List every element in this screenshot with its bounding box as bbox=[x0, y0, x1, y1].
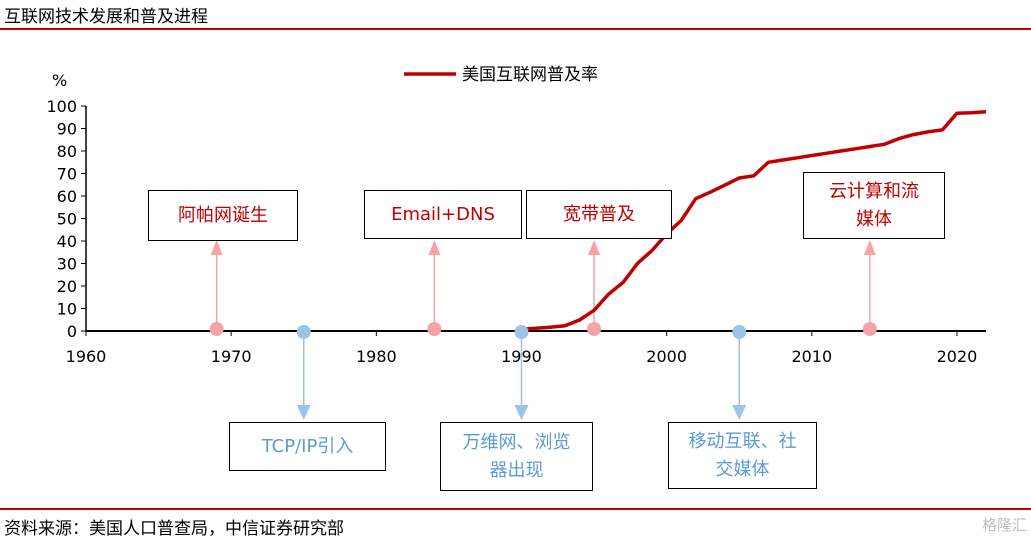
event-marker bbox=[514, 325, 529, 339]
event-marker bbox=[732, 325, 747, 339]
event-arrow-head bbox=[863, 240, 876, 255]
event-label: Email+DNS bbox=[391, 203, 495, 225]
y-tick-label: 100 bbox=[46, 97, 77, 116]
x-tick-label: 2020 bbox=[937, 347, 978, 366]
footer-divider bbox=[0, 508, 1031, 510]
y-tick-label: 70 bbox=[57, 165, 77, 184]
event-label: 万维网、浏览器出现 bbox=[462, 431, 571, 481]
source-note: 资料来源：美国人口普查局，中信证券研究部 bbox=[4, 519, 344, 539]
event-marker bbox=[587, 322, 602, 336]
event-arrow-head bbox=[732, 405, 747, 420]
y-axis-unit: % bbox=[52, 71, 67, 90]
legend: 美国互联网普及率 bbox=[404, 65, 598, 85]
y-tick-label: 60 bbox=[57, 187, 77, 206]
event-arrow-head bbox=[210, 240, 223, 255]
event-marker bbox=[427, 322, 442, 336]
event-marker bbox=[296, 325, 311, 339]
event-label: TCP/IP引入 bbox=[261, 435, 354, 457]
series-line bbox=[521, 110, 987, 331]
event-box-broadband: 宽带普及 bbox=[526, 190, 672, 239]
event-box-mobile: 移动互联、社交媒体 bbox=[668, 422, 817, 489]
x-tick-label: 1980 bbox=[356, 347, 397, 366]
event-box-arpanet: 阿帕网诞生 bbox=[148, 190, 298, 241]
event-label: 移动互联、社交媒体 bbox=[688, 430, 797, 480]
legend-label: 美国互联网普及率 bbox=[462, 65, 598, 85]
y-axis: 0 10 20 30 40 50 60 70 80 90 100 bbox=[46, 97, 87, 341]
event-label: 阿帕网诞生 bbox=[178, 204, 268, 226]
x-tick-label: 2010 bbox=[791, 347, 832, 366]
event-arrows bbox=[210, 240, 876, 420]
y-tick-label: 10 bbox=[57, 300, 77, 319]
y-tick-label: 40 bbox=[57, 232, 77, 251]
event-label: 宽带普及 bbox=[563, 203, 635, 225]
event-arrow-head bbox=[428, 240, 441, 255]
title-divider bbox=[0, 28, 1031, 30]
event-marker bbox=[862, 322, 877, 336]
y-tick-label: 20 bbox=[57, 277, 77, 296]
x-tick-label: 2000 bbox=[646, 347, 687, 366]
event-box-email-dns: Email+DNS bbox=[364, 190, 522, 239]
x-tick-label: 1970 bbox=[211, 347, 252, 366]
y-tick-label: 0 bbox=[67, 322, 77, 341]
event-arrow-head bbox=[514, 405, 529, 420]
event-label: 云计算和流媒体 bbox=[829, 180, 919, 230]
x-tick-label: 1960 bbox=[66, 347, 107, 366]
y-tick-label: 90 bbox=[57, 120, 77, 139]
chart-title: 互联网技术发展和普及进程 bbox=[4, 7, 208, 27]
event-markers bbox=[209, 322, 877, 339]
y-tick-label: 80 bbox=[57, 142, 77, 161]
event-box-www: 万维网、浏览器出现 bbox=[440, 422, 593, 491]
event-box-tcpip: TCP/IP引入 bbox=[229, 422, 386, 471]
event-marker bbox=[209, 322, 224, 336]
series-layer bbox=[521, 110, 987, 331]
y-tick-label: 30 bbox=[57, 255, 77, 274]
event-arrow-head bbox=[296, 405, 311, 420]
watermark-logo: 格隆汇 bbox=[981, 516, 1027, 534]
event-box-cloud: 云计算和流媒体 bbox=[803, 172, 945, 239]
y-tick-label: 50 bbox=[57, 210, 77, 229]
event-arrow-head bbox=[588, 240, 601, 255]
